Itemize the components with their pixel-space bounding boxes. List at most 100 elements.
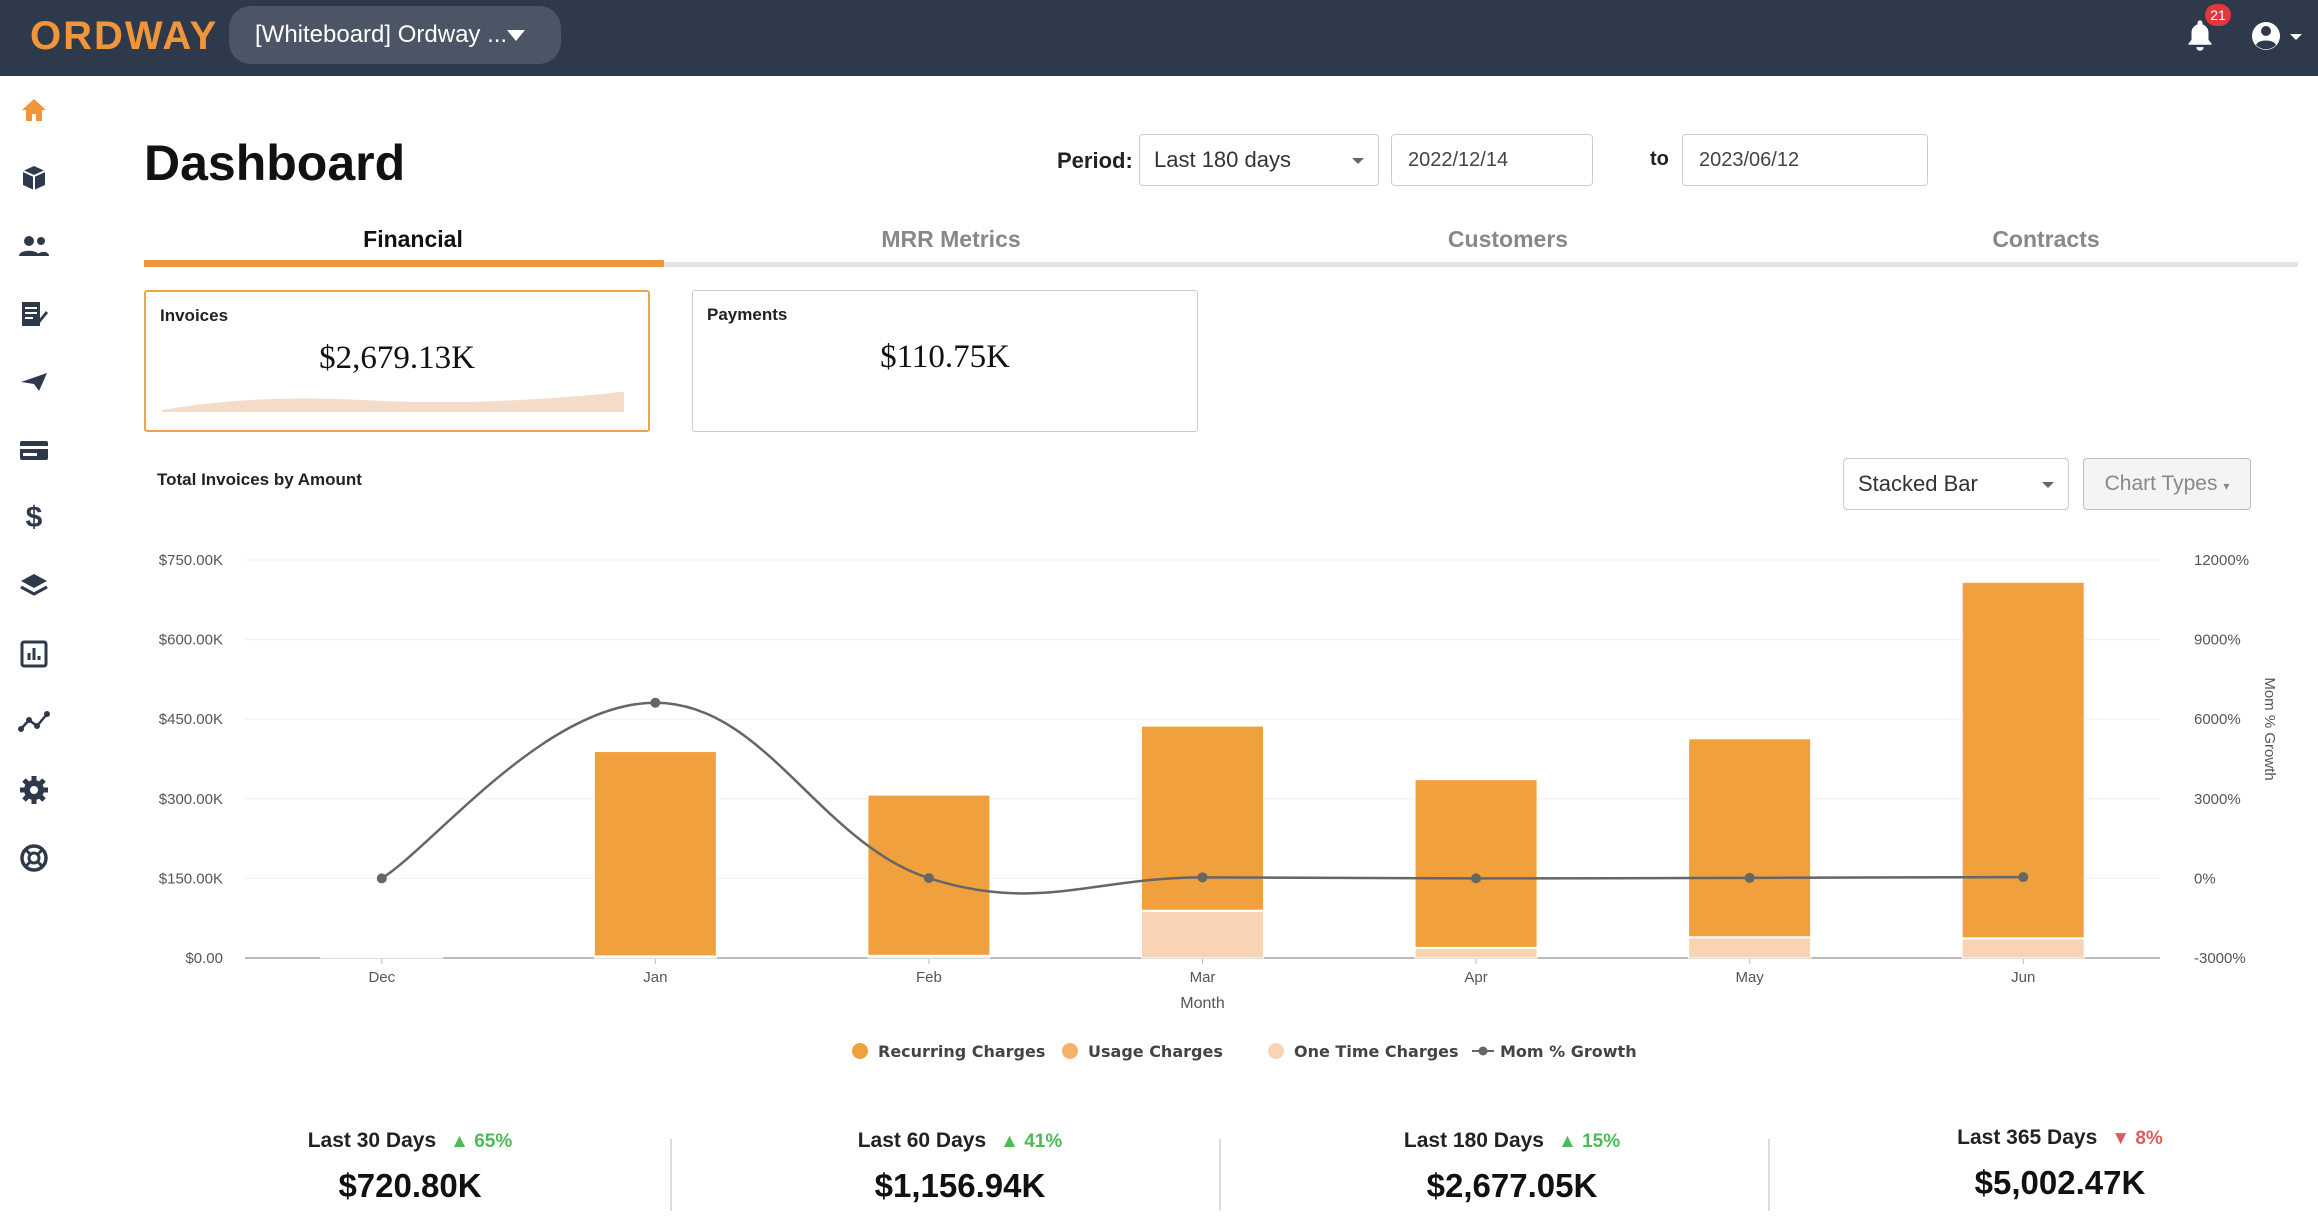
legend-label: One Time Charges — [1294, 1042, 1459, 1061]
y-tick-label: $300.00K — [159, 791, 223, 808]
organization-selector[interactable]: [Whiteboard] Ordway ... — [229, 6, 561, 64]
bar-recurring-charges — [1688, 738, 1812, 938]
date-to-input[interactable]: 2023/06/12 — [1682, 134, 1928, 186]
x-axis-label: Month — [1180, 995, 1224, 1012]
legend-marker — [1268, 1043, 1284, 1059]
y2-tick-label: 0% — [2194, 870, 2216, 887]
y2-tick-label: 12000% — [2194, 552, 2249, 569]
sidebar: $ — [0, 76, 91, 1228]
card-value: $110.75K — [880, 339, 1010, 375]
kpi-change: ▼ 8% — [2111, 1128, 2163, 1149]
kpi-change: ▲ 15% — [1558, 1131, 1620, 1152]
report-icon[interactable] — [18, 638, 50, 670]
chevron-down-icon — [507, 30, 525, 41]
trend-up-icon: ▲ — [1000, 1131, 1019, 1152]
users-icon[interactable] — [18, 230, 50, 262]
kpi-change: ▲ 65% — [450, 1131, 512, 1152]
payments-card[interactable]: Payments $110.75K — [692, 290, 1198, 432]
kpi-label: Last 60 Days — [857, 1129, 987, 1152]
bar-one-time-charges — [1414, 947, 1538, 959]
kpi-last-30-days: Last 30 Days ▲ 65% $720.80K — [170, 1129, 650, 1205]
ordway-logo[interactable]: ORDWAY — [30, 14, 219, 58]
card-value: $2,679.13K — [319, 340, 475, 376]
top-bar: ORDWAY [Whiteboard] Ordway ... 21 — [0, 0, 2318, 76]
credit-card-icon[interactable] — [18, 434, 50, 466]
tab-mrr-metrics[interactable]: MRR Metrics — [881, 226, 1021, 252]
y-tick-label: $600.00K — [159, 632, 223, 649]
kpi-label: Last 365 Days — [1957, 1126, 2098, 1149]
bar-recurring-charges — [593, 751, 717, 957]
legend-label: Mom % Growth — [1500, 1042, 1637, 1061]
chart-style-select[interactable]: Stacked Bar — [1843, 458, 2069, 510]
kpi-change: ▲ 41% — [1000, 1131, 1062, 1152]
kpi-last-365-days: Last 365 Days ▼ 8% $5,002.47K — [1820, 1126, 2300, 1202]
invoice-edit-icon[interactable] — [18, 298, 50, 330]
trend-up-icon: ▲ — [1557, 1131, 1577, 1152]
kpi-label: Last 180 Days — [1403, 1129, 1544, 1152]
mom-growth-point — [1197, 872, 1208, 883]
tab-customers[interactable]: Customers — [1447, 226, 1569, 252]
bell-icon[interactable] — [2185, 18, 2215, 52]
y-tick-label: $450.00K — [159, 711, 223, 728]
x-tick-label: May — [1735, 969, 1764, 986]
kpi-change-value: 65% — [474, 1131, 513, 1152]
kpi-value: $720.80K — [338, 1167, 482, 1204]
y2-axis-label: Mom % Growth — [2261, 677, 2278, 780]
kpi-change-value: 41% — [1024, 1131, 1063, 1152]
to-label: to — [1650, 148, 1669, 170]
x-tick-label: Dec — [368, 969, 395, 986]
kpi-change-value: 8% — [2135, 1128, 2163, 1149]
period-select[interactable]: Last 180 days — [1139, 134, 1379, 186]
y2-tick-label: 9000% — [2194, 632, 2241, 649]
tab-financial[interactable]: Financial — [363, 226, 463, 252]
analytics-icon[interactable] — [18, 706, 50, 738]
dollar-icon[interactable]: $ — [25, 501, 43, 534]
legend-label: Recurring Charges — [878, 1042, 1045, 1061]
chart-style-value: Stacked Bar — [1858, 471, 1978, 496]
y-tick-label: $0.00 — [185, 950, 223, 967]
kpi-value: $2,677.05K — [1426, 1167, 1598, 1204]
y-tick-label: $150.00K — [159, 870, 223, 887]
kpi-divider — [670, 1139, 672, 1211]
kpi-divider — [1219, 1139, 1221, 1211]
chevron-down-icon — [1352, 158, 1364, 164]
bar-recurring-charges — [1141, 725, 1264, 911]
legend-marker — [852, 1043, 868, 1059]
layers-icon[interactable] — [18, 570, 50, 602]
y2-tick-label: 3000% — [2194, 791, 2241, 808]
settings-icon[interactable] — [18, 774, 50, 806]
chevron-down-icon — [2042, 482, 2054, 488]
total-invoices-chart: $0.00 $150.00K $300.00K $450.00K $600.00K $75… — [159, 552, 2278, 1061]
notification-badge: 21 — [2205, 4, 2231, 26]
date-from-input[interactable]: 2022/12/14 — [1391, 134, 1593, 186]
chart-title: Total Invoices by Amount — [157, 470, 362, 489]
tab-contracts[interactable]: Contracts — [1992, 226, 2100, 252]
bar-one-time-charges — [320, 956, 444, 959]
legend-marker — [1478, 1046, 1488, 1056]
mom-growth-point — [650, 697, 661, 708]
kpi-value: $1,156.94K — [874, 1167, 1046, 1204]
support-icon[interactable] — [18, 842, 50, 874]
bar-recurring-charges — [1414, 779, 1538, 948]
invoices-sparkline — [162, 392, 624, 412]
chart-types-button[interactable]: Chart Types ▾ — [2083, 458, 2251, 510]
invoices-card[interactable]: Invoices $2,679.13K — [144, 290, 650, 432]
tabs-divider — [144, 262, 2298, 267]
y2-tick-label: -3000% — [2194, 950, 2246, 967]
user-avatar-icon[interactable] — [2250, 18, 2310, 54]
kpi-value: $5,002.47K — [1974, 1164, 2146, 1201]
home-icon[interactable] — [18, 94, 50, 126]
x-tick-label: Apr — [1464, 969, 1487, 986]
x-tick-label: Feb — [916, 969, 942, 986]
box-icon[interactable] — [18, 162, 50, 194]
mom-growth-point — [1744, 872, 1755, 883]
kpi-last-180-days: Last 180 Days ▲ 15% $2,677.05K — [1272, 1129, 1752, 1205]
page-title: Dashboard — [144, 135, 406, 191]
period-label: Period: — [1057, 148, 1133, 173]
kpi-label: Last 30 Days — [307, 1129, 437, 1152]
bar-one-time-charges — [1688, 937, 1812, 959]
x-tick-label: Mar — [1190, 969, 1216, 986]
send-icon[interactable] — [18, 366, 50, 398]
tab-bar: Financial MRR Metrics Customers Contract… — [144, 226, 2298, 260]
x-tick-label: Jun — [2011, 969, 2035, 986]
